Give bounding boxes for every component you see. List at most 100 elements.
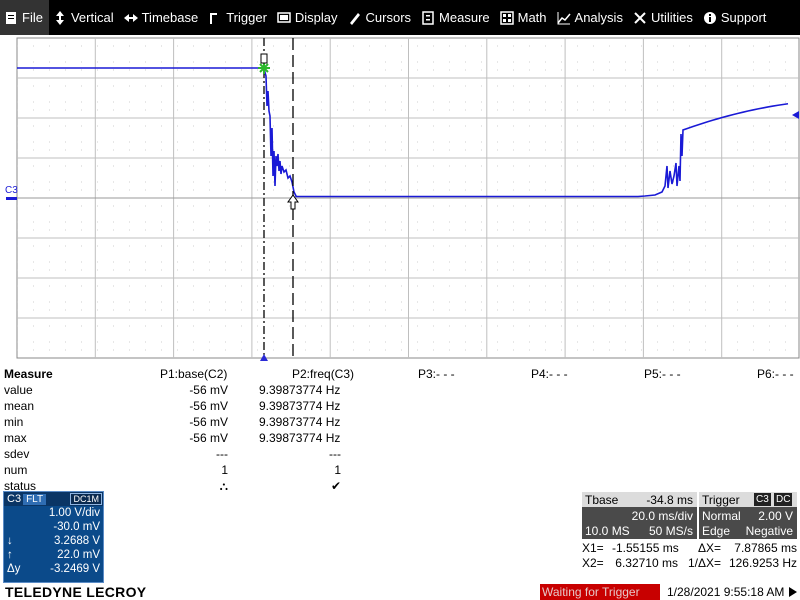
status-bar: TELEDYNE LECROY Waiting for Trigger 1/28… [0,583,800,600]
measure-row-num: num 1 1 [0,462,800,478]
channel-header: C3 FLT DC1M [4,492,103,506]
display-icon [277,11,291,23]
measure-row-value: value -56 mV 9.39873774 Hz [0,382,800,398]
menu-label: Timebase [141,10,199,25]
vertical-icon [55,10,64,25]
measure-p2-value: 9.39873774 Hz [259,399,341,413]
menu-cursors[interactable]: Cursors [344,0,418,35]
sample-count: 10.0 MS [585,524,630,538]
trigger-position-marker [260,354,268,361]
cursor-pointer-icon [287,194,299,210]
filter-tag: FLT [23,493,47,505]
trigger-slope: Negative [745,524,793,538]
cursor-up-value: 22.0 mV [57,549,100,561]
acquisition-status: Waiting for Trigger [540,584,660,600]
x2-value: 6.32710 ms [615,556,678,570]
delta-y-value: -3.2469 V [50,563,100,575]
measure-p2-value: 9.39873774 Hz [259,415,341,429]
measure-p2-value: 1 [334,463,341,477]
measure-p2-value: ✔ [330,479,341,493]
measure-p1-value: -56 mV [189,415,228,429]
menu-timebase[interactable]: Timebase [120,0,205,35]
measure-row-label: min [4,415,24,429]
measure-row-label: mean [4,399,35,413]
utilities-icon [634,11,646,24]
delta-y-label: Δy [7,563,21,575]
measure-row-label: status [4,479,37,493]
trace-level-marker [6,197,17,200]
measure-icon [422,10,434,25]
menu-vertical[interactable]: Vertical [49,0,120,35]
menu-display[interactable]: Display [273,0,344,35]
timebase-label: Tbase [585,493,619,507]
date-time: 1/28/2021 9:55:18 AM [667,585,785,599]
menu-label: Trigger [226,10,267,25]
menu-label: File [22,10,43,25]
trigger-icon [210,12,218,24]
support-icon [703,11,716,24]
menu-utilities[interactable]: Utilities [629,0,699,35]
menu-support[interactable]: Support [699,0,773,35]
measure-column-p2[interactable]: P2:freq(C3) [292,367,355,381]
cursor-down-label: ↓ [7,535,13,547]
measure-row-sdev: sdev --- --- [0,446,800,462]
trigger-mode: Normal [702,509,741,523]
analysis-icon [556,11,571,24]
measure-column-p6[interactable]: P6:- - - [757,367,794,381]
menu-label: Measure [439,10,490,25]
measure-p1-value: -56 mV [189,431,228,445]
cursor-up-label: ↑ [7,549,13,561]
menu-label: Vertical [70,10,114,25]
measure-column-p1[interactable]: P1:base(C2) [160,367,228,381]
inv-dx-value: 126.9253 Hz [728,556,797,570]
measure-column-p5[interactable]: P5:- - - [644,367,681,381]
cursors-icon [349,12,360,25]
menu-measure[interactable]: Measure [417,0,496,35]
measure-row-max: max -56 mV 9.39873774 Hz [0,430,800,446]
dx-label: ΔX= [698,541,722,555]
measure-p1-value: -56 mV [189,383,228,397]
inv-dx-label: 1/ΔX= [688,556,722,570]
trigger-descriptor[interactable]: Trigger C3 DC Normal 2.00 V Edge Negativ… [699,492,797,539]
sample-rate: 50 MS/s [648,524,693,538]
timebase-delay: -34.8 ms [646,493,693,507]
menu-label: Utilities [650,10,693,25]
cursor-down-value: 3.2688 V [53,535,100,547]
measure-column-p3[interactable]: P3:- - - [418,367,455,381]
waveform-grid[interactable]: C3 [0,36,800,364]
measure-title: Measure [4,367,53,381]
timebase-icon [123,13,138,22]
measure-p2-value: 9.39873774 Hz [259,383,341,397]
scroll-right-icon[interactable] [786,586,798,598]
file-icon [6,11,16,24]
measure-table: Measure P1:base(C2) P2:freq(C3) P3:- - - P4:… [0,364,800,493]
measure-column-p4[interactable]: P4:- - - [531,367,568,381]
dx-value: 7.87865 ms [734,541,797,555]
measure-header-row: Measure P1:base(C2) P2:freq(C3) P3:- - - P4:… [0,366,800,382]
trigger-point-icon [258,62,270,74]
x2-label: X2= [582,556,604,570]
menu-file[interactable]: File [0,0,49,35]
x1-label: X1= [582,541,604,555]
menu-label: Support [720,10,767,25]
timebase-descriptor[interactable]: Tbase -34.8 ms 20.0 ms/div 10.0 MS 50 MS… [582,492,697,539]
menu-trigger[interactable]: Trigger [204,0,273,35]
measure-row-label: num [4,463,28,477]
menu-label: Display [294,10,338,25]
menu-label: Analysis [574,10,623,25]
measure-p2-value: 9.39873774 Hz [259,431,341,445]
trace-channel-label: C3 [5,185,18,196]
channel-descriptor-c3[interactable]: C3 FLT DC1M 1.00 V/div -30.0 mV ↓ 3.2688 … [3,491,104,583]
measure-row-label: sdev [4,447,30,461]
channel-offset: -30.0 mV [53,521,100,533]
waveform-display[interactable]: C3 [0,36,800,364]
trigger-label: Trigger [702,493,740,507]
volts-per-div: 1.00 V/div [48,507,100,519]
measure-row-label: value [4,383,33,397]
measure-p1-value: ⛬ [219,479,228,493]
cursor-readout: X1= -1.55155 ms ΔX= 7.87865 ms X2= 6.327… [582,541,800,573]
menu-analysis[interactable]: Analysis [553,0,629,35]
measure-p1-value: --- [216,447,228,461]
menu-math[interactable]: Math [496,0,553,35]
menu-label: Math [517,10,547,25]
